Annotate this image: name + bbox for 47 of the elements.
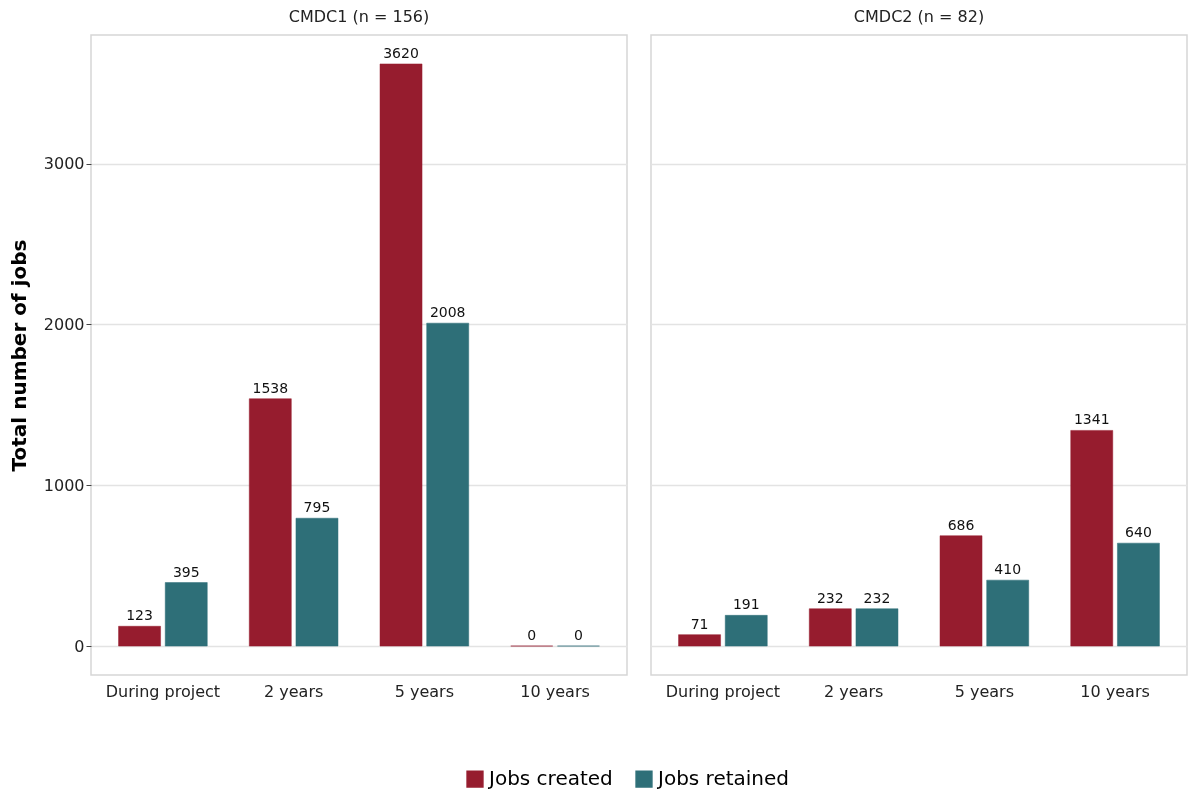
data-label: 410 [994, 561, 1022, 578]
x-tick-label: 5 years [954, 681, 1015, 701]
y-tick-label: 0 [74, 636, 85, 656]
data-label: 0 [527, 627, 537, 644]
bar [379, 63, 423, 647]
data-label: 71 [690, 615, 709, 632]
bar [678, 634, 721, 647]
bar [986, 579, 1029, 647]
data-label: 795 [303, 499, 331, 516]
data-label: 395 [172, 563, 200, 580]
data-label: 0 [573, 627, 583, 644]
legend-label: Jobs created [487, 766, 613, 791]
bar [249, 398, 292, 647]
x-tick-label: 10 years [520, 681, 590, 701]
bar [295, 517, 339, 647]
data-label: 686 [947, 516, 975, 533]
legend-label: Jobs retained [656, 766, 790, 791]
x-tick-label: 2 years [823, 681, 884, 701]
bar [426, 322, 469, 647]
bar [809, 608, 852, 647]
bar [939, 535, 983, 647]
y-tick-label: 3000 [43, 154, 85, 174]
x-tick-label: 2 years [263, 681, 324, 701]
chart-title: CMDC2 (n = 82) [853, 7, 985, 26]
x-tick-label: During project [105, 681, 221, 701]
bar [855, 608, 899, 647]
x-tick-label: During project [665, 681, 781, 701]
bar [164, 582, 208, 647]
data-label: 640 [1125, 524, 1152, 541]
data-label: 2008 [429, 304, 466, 321]
bar [1070, 430, 1114, 647]
x-tick-label: 5 years [394, 681, 455, 701]
bar [724, 615, 768, 647]
bar [118, 626, 161, 647]
x-tick-label: 10 years [1080, 681, 1150, 701]
y-tick-label: 2000 [43, 314, 85, 334]
data-label: 1538 [252, 379, 289, 396]
data-label: 191 [732, 596, 760, 613]
data-label: 232 [863, 589, 891, 606]
data-label: 3620 [383, 44, 419, 61]
y-tick-label: 1000 [43, 475, 85, 495]
chart-title: CMDC1 (n = 156) [288, 7, 430, 26]
data-label: 232 [816, 589, 844, 606]
bar [1117, 542, 1160, 647]
data-label: 123 [126, 607, 153, 624]
y-axis-title: Total number of jobs [6, 239, 31, 472]
data-label: 1341 [1073, 411, 1110, 428]
